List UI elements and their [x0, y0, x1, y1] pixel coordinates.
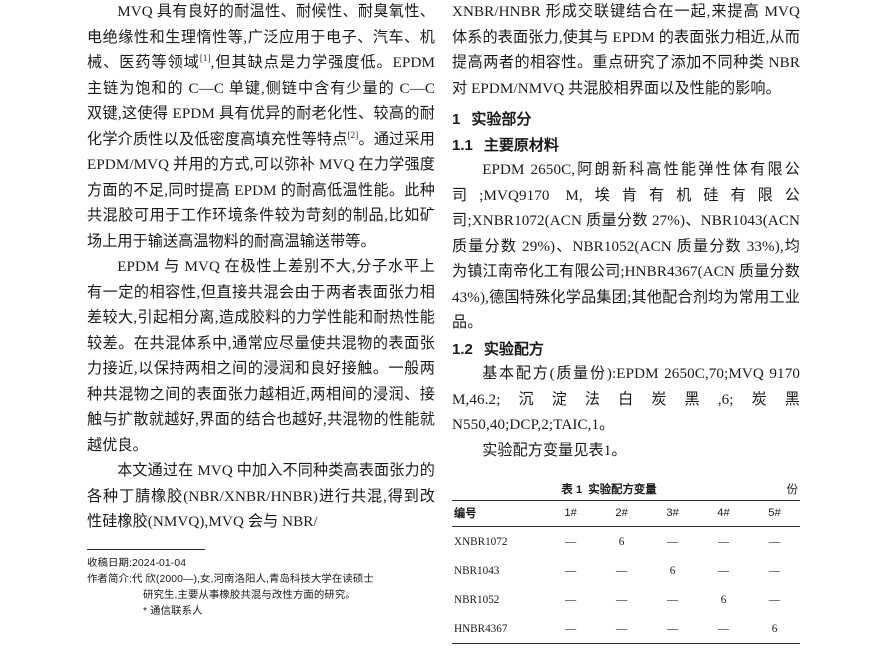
table-cell: —: [717, 564, 730, 577]
heading-section-1-2-title: 实验配方: [483, 340, 544, 358]
table-cell: —: [565, 593, 577, 606]
table-cell: —: [615, 593, 628, 606]
citation-reference-2: [2]: [347, 129, 359, 140]
table-cell: —: [768, 593, 781, 606]
paragraph-segment: ,但其缺点是力学强度低。EPDM 主链为饱和的 C—C 单键,侧链中含有少量的 …: [87, 55, 436, 148]
paragraph-base-formula: 基本配方(质量份):EPDM 2650C,70;MVQ 9170 M,46.2;…: [452, 366, 800, 433]
table-1-block: 表 1 实验配方变量 份 编号 1# 2# 3# 4# 5# XNB: [452, 481, 800, 644]
heading-section-1: 1 实验部分: [452, 107, 800, 133]
table-cell: —: [768, 535, 781, 548]
table-cell: —: [698, 614, 749, 644]
table-cell: 6: [749, 614, 800, 644]
table-column-header-label: 编号: [452, 500, 546, 527]
table-column-header-5: 5#: [749, 500, 800, 527]
footnote-received-date: 收稿日期:2024-01-04: [87, 558, 187, 569]
table-cell: —: [565, 535, 577, 548]
table-row: XNBR1072 — 6 — — —: [452, 527, 800, 557]
heading-section-1-number: 1: [452, 111, 461, 128]
table-column-header-1: 1#: [545, 500, 597, 527]
table-column-header-3: 3#: [647, 500, 699, 527]
table-row-label: NBR1052: [454, 593, 500, 606]
table-cell: —: [615, 564, 628, 577]
table-cell: —: [717, 535, 730, 548]
heading-section-1-2: 1.2 实验配方: [452, 337, 800, 363]
paragraph-study-scope: 本文通过在 MVQ 中加入不同种类高表面张力的各种丁腈橡胶(NBR/XNBR/H…: [87, 463, 435, 530]
right-text-column: XNBR/HNBR 形成交联键结合在一起,来提高 MVQ 体系的表面张力,使其与…: [452, 0, 800, 464]
table-header-row: 编号 1# 2# 3# 4# 5#: [452, 500, 800, 527]
table-row-label: XNBR1072: [454, 535, 508, 548]
table-cell: —: [596, 614, 648, 644]
table-row: NBR1043 — — 6 — —: [452, 556, 800, 585]
citation-reference-1: [1]: [199, 52, 211, 63]
footnote-block: 收稿日期:2024-01-04 作者简介:代 欣(2000—),女,河南洛阳人,…: [87, 549, 435, 620]
heading-section-1-1: 1.1 主要原材料: [452, 133, 800, 159]
paragraph-continuation: XNBR/HNBR 形成交联键结合在一起,来提高 MVQ 体系的表面张力,使其与…: [452, 4, 800, 97]
heading-section-1-2-number: 1.2: [452, 340, 473, 358]
footnote-divider: [87, 549, 205, 550]
paragraph-raw-materials: EPDM 2650C,阿朗新科高性能弹性体有限公司;MVQ9170 M,埃肯有机…: [452, 162, 800, 331]
table-1-unit-label: 份: [786, 484, 798, 496]
paragraph-intro-mvq: MVQ 具有良好的耐温性、耐候性、耐臭氧性、电绝缘性和生理惰性等,广泛应用于电子…: [87, 0, 435, 255]
paragraph-segment: MVQ 具有良好的耐温性、耐候性、耐臭氧性、电绝缘性和生理惰性等,广泛应用于电子…: [87, 4, 435, 71]
table-cell: —: [768, 564, 781, 577]
table-column-header-4: 4#: [698, 500, 749, 527]
paragraph-segment: 。通过采用 EPDM/MVQ 并用的方式,可以弥补 MVQ 在力学强度方面的不足…: [87, 131, 435, 250]
heading-section-1-1-title: 主要原材料: [483, 136, 559, 154]
table-row: HNBR4367 — — — — 6: [452, 614, 800, 644]
heading-section-1-title: 实验部分: [471, 111, 532, 128]
table-cell: —: [647, 614, 699, 644]
table-row-label: NBR1043: [454, 564, 500, 577]
table-1-caption: 表 1 实验配方变量 份: [452, 481, 800, 500]
table-cell: —: [666, 593, 679, 606]
table-1-caption-text: 表 1 实验配方变量: [452, 481, 800, 497]
table-1-formula-variables: 编号 1# 2# 3# 4# 5# XNBR1072 — 6 — — —: [452, 500, 800, 644]
table-cell: —: [565, 564, 577, 577]
table-cell: 6: [720, 593, 727, 606]
heading-section-1-1-number: 1.1: [452, 136, 473, 154]
table-cell: —: [666, 535, 679, 548]
table-cell: 6: [669, 564, 676, 577]
footnote-author-bio-line-1: 作者简介:代 欣(2000—),女,河南洛阳人,青岛科技大学在读硕士: [87, 574, 374, 585]
footnote-author-bio-line-2: 研究生,主要从事橡胶共混与改性方面的研究。: [143, 590, 356, 601]
table-1-caption-number: 表 1: [561, 484, 583, 496]
footnote-corresponding-author: * 通信联系人: [143, 606, 203, 617]
paragraph-compatibility: EPDM 与 MVQ 在极性上差别不大,分子水平上有一定的相容性,但直接共混会由…: [87, 259, 435, 454]
paragraph-table-reference: 实验配方变量见表1。: [482, 442, 627, 459]
table-1-caption-title: 实验配方变量: [588, 484, 657, 496]
table-row: NBR1052 — — — 6 —: [452, 585, 800, 614]
table-row-label: HNBR4367: [452, 614, 546, 644]
table-column-header-2: 2#: [596, 500, 648, 527]
table-cell: —: [545, 614, 597, 644]
left-text-column: MVQ 具有良好的耐温性、耐候性、耐臭氧性、电绝缘性和生理惰性等,广泛应用于电子…: [87, 0, 435, 536]
table-cell: 6: [618, 535, 625, 548]
